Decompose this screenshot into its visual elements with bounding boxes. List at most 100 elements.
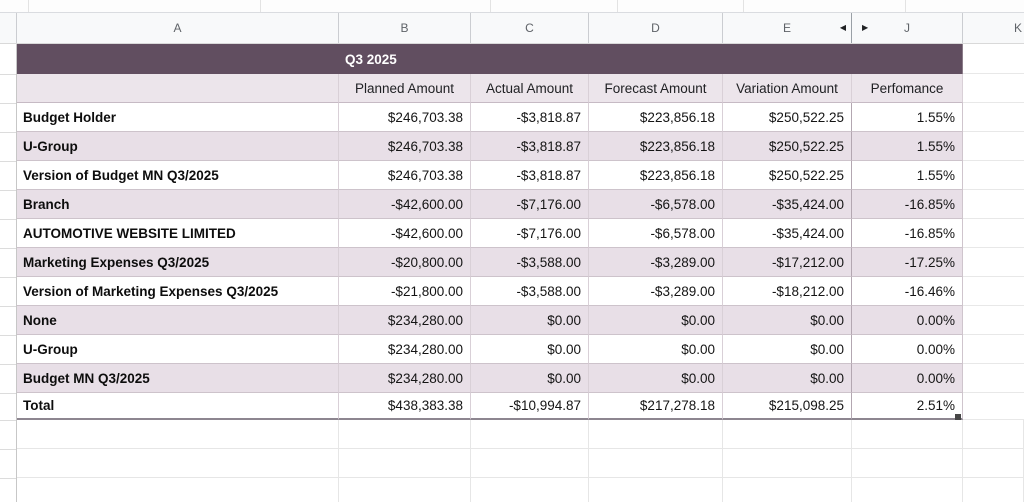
empty-cell[interactable] <box>471 449 589 478</box>
empty-cell[interactable] <box>963 44 1024 74</box>
performance-cell[interactable]: 2.51% <box>852 393 963 420</box>
column-header-d[interactable]: D <box>589 13 723 43</box>
empty-cell[interactable] <box>963 306 1024 335</box>
forecast-amount-cell[interactable]: $0.00 <box>589 335 723 364</box>
column-header-a[interactable]: A <box>17 13 339 43</box>
performance-cell[interactable]: 1.55% <box>852 103 963 132</box>
empty-cell[interactable] <box>963 277 1024 306</box>
forecast-amount-cell[interactable]: -$3,289.00 <box>589 277 723 306</box>
forecast-amount-cell[interactable]: $0.00 <box>589 306 723 335</box>
row-label-cell[interactable]: U-Group <box>17 335 339 364</box>
empty-cell[interactable] <box>471 420 589 449</box>
actual-amount-cell[interactable]: -$3,818.87 <box>471 132 589 161</box>
actual-amount-cell[interactable]: -$10,994.87 <box>471 393 589 420</box>
empty-cell[interactable] <box>963 449 1024 478</box>
row-label-cell[interactable]: None <box>17 306 339 335</box>
empty-cell[interactable] <box>17 420 339 449</box>
column-header-j[interactable]: ▶ J <box>852 13 963 43</box>
planned-amount-cell[interactable]: $234,280.00 <box>339 306 471 335</box>
performance-cell[interactable]: 1.55% <box>852 132 963 161</box>
empty-cell[interactable] <box>852 478 963 502</box>
planned-amount-cell[interactable]: $246,703.38 <box>339 132 471 161</box>
column-header-b[interactable]: B <box>339 13 471 43</box>
row-label-cell[interactable]: Budget Holder <box>17 103 339 132</box>
fill-handle[interactable] <box>955 414 961 420</box>
planned-amount-cell[interactable]: $234,280.00 <box>339 335 471 364</box>
actual-amount-header[interactable]: Actual Amount <box>471 74 589 103</box>
hidden-columns-collapse-left-icon[interactable]: ◀ <box>839 23 846 32</box>
planned-amount-cell[interactable]: -$21,800.00 <box>339 277 471 306</box>
actual-amount-cell[interactable]: $0.00 <box>471 364 589 393</box>
actual-amount-cell[interactable]: $0.00 <box>471 335 589 364</box>
row-label-cell[interactable]: Marketing Expenses Q3/2025 <box>17 248 339 277</box>
empty-cell[interactable] <box>852 420 963 449</box>
empty-cell[interactable] <box>471 478 589 502</box>
value-header-spacer-cell[interactable] <box>17 74 339 103</box>
empty-cell[interactable] <box>963 420 1024 449</box>
variation-amount-cell[interactable]: $250,522.25 <box>723 161 852 190</box>
planned-amount-cell[interactable]: -$42,600.00 <box>339 219 471 248</box>
variation-amount-cell[interactable]: $250,522.25 <box>723 103 852 132</box>
empty-cell[interactable] <box>339 449 471 478</box>
planned-amount-cell[interactable]: $234,280.00 <box>339 364 471 393</box>
variation-amount-cell[interactable]: -$18,212.00 <box>723 277 852 306</box>
empty-cell[interactable] <box>589 420 723 449</box>
actual-amount-cell[interactable]: -$7,176.00 <box>471 190 589 219</box>
row-label-cell[interactable]: Budget MN Q3/2025 <box>17 364 339 393</box>
performance-header[interactable]: Perfomance <box>852 74 963 103</box>
forecast-amount-cell[interactable]: $223,856.18 <box>589 161 723 190</box>
planned-amount-cell[interactable]: $438,383.38 <box>339 393 471 420</box>
performance-cell[interactable]: 0.00% <box>852 306 963 335</box>
actual-amount-cell[interactable]: -$3,588.00 <box>471 277 589 306</box>
empty-cell[interactable] <box>589 449 723 478</box>
row-label-cell[interactable]: Version of Budget MN Q3/2025 <box>17 161 339 190</box>
empty-cell[interactable] <box>963 364 1024 393</box>
empty-cell[interactable] <box>963 478 1024 502</box>
empty-cell[interactable] <box>17 449 339 478</box>
empty-cell[interactable] <box>963 132 1024 161</box>
empty-cell[interactable] <box>17 478 339 502</box>
empty-cell[interactable] <box>963 74 1024 103</box>
performance-cell[interactable]: -16.85% <box>852 190 963 219</box>
empty-cell[interactable] <box>963 335 1024 364</box>
actual-amount-cell[interactable]: -$3,818.87 <box>471 103 589 132</box>
forecast-amount-cell[interactable]: -$3,289.00 <box>589 248 723 277</box>
forecast-amount-cell[interactable]: -$6,578.00 <box>589 190 723 219</box>
empty-cell[interactable] <box>963 248 1024 277</box>
performance-cell[interactable]: -17.25% <box>852 248 963 277</box>
performance-cell[interactable]: 0.00% <box>852 364 963 393</box>
actual-amount-cell[interactable]: $0.00 <box>471 306 589 335</box>
variation-amount-cell[interactable]: $215,098.25 <box>723 393 852 420</box>
hidden-columns-expand-right-icon[interactable]: ▶ <box>862 23 869 32</box>
forecast-amount-cell[interactable]: $217,278.18 <box>589 393 723 420</box>
empty-cell[interactable] <box>963 190 1024 219</box>
planned-amount-cell[interactable]: -$20,800.00 <box>339 248 471 277</box>
forecast-amount-cell[interactable]: $223,856.18 <box>589 103 723 132</box>
variation-amount-cell[interactable]: -$35,424.00 <box>723 219 852 248</box>
variation-amount-cell[interactable]: $0.00 <box>723 364 852 393</box>
variation-amount-cell[interactable]: $0.00 <box>723 306 852 335</box>
performance-cell[interactable]: 1.55% <box>852 161 963 190</box>
forecast-amount-cell[interactable]: $223,856.18 <box>589 132 723 161</box>
row-label-cell[interactable]: U-Group <box>17 132 339 161</box>
planned-amount-cell[interactable]: $246,703.38 <box>339 161 471 190</box>
empty-cell[interactable] <box>339 478 471 502</box>
variation-amount-header[interactable]: Variation Amount <box>723 74 852 103</box>
empty-cell[interactable] <box>589 478 723 502</box>
row-label-cell[interactable]: Branch <box>17 190 339 219</box>
empty-cell[interactable] <box>963 103 1024 132</box>
column-header-e[interactable]: E ◀ <box>723 13 852 43</box>
empty-cell[interactable] <box>963 393 1024 420</box>
variation-amount-cell[interactable]: -$35,424.00 <box>723 190 852 219</box>
empty-cell[interactable] <box>723 478 852 502</box>
empty-cell[interactable] <box>723 449 852 478</box>
variation-amount-cell[interactable]: -$17,212.00 <box>723 248 852 277</box>
row-label-cell[interactable]: AUTOMOTIVE WEBSITE LIMITED <box>17 219 339 248</box>
performance-cell[interactable]: -16.46% <box>852 277 963 306</box>
empty-cell[interactable] <box>723 420 852 449</box>
planned-amount-header[interactable]: Planned Amount <box>339 74 471 103</box>
performance-cell[interactable]: -16.85% <box>852 219 963 248</box>
actual-amount-cell[interactable]: -$3,818.87 <box>471 161 589 190</box>
column-header-k[interactable]: K <box>1014 21 1023 35</box>
empty-cell[interactable] <box>963 219 1024 248</box>
